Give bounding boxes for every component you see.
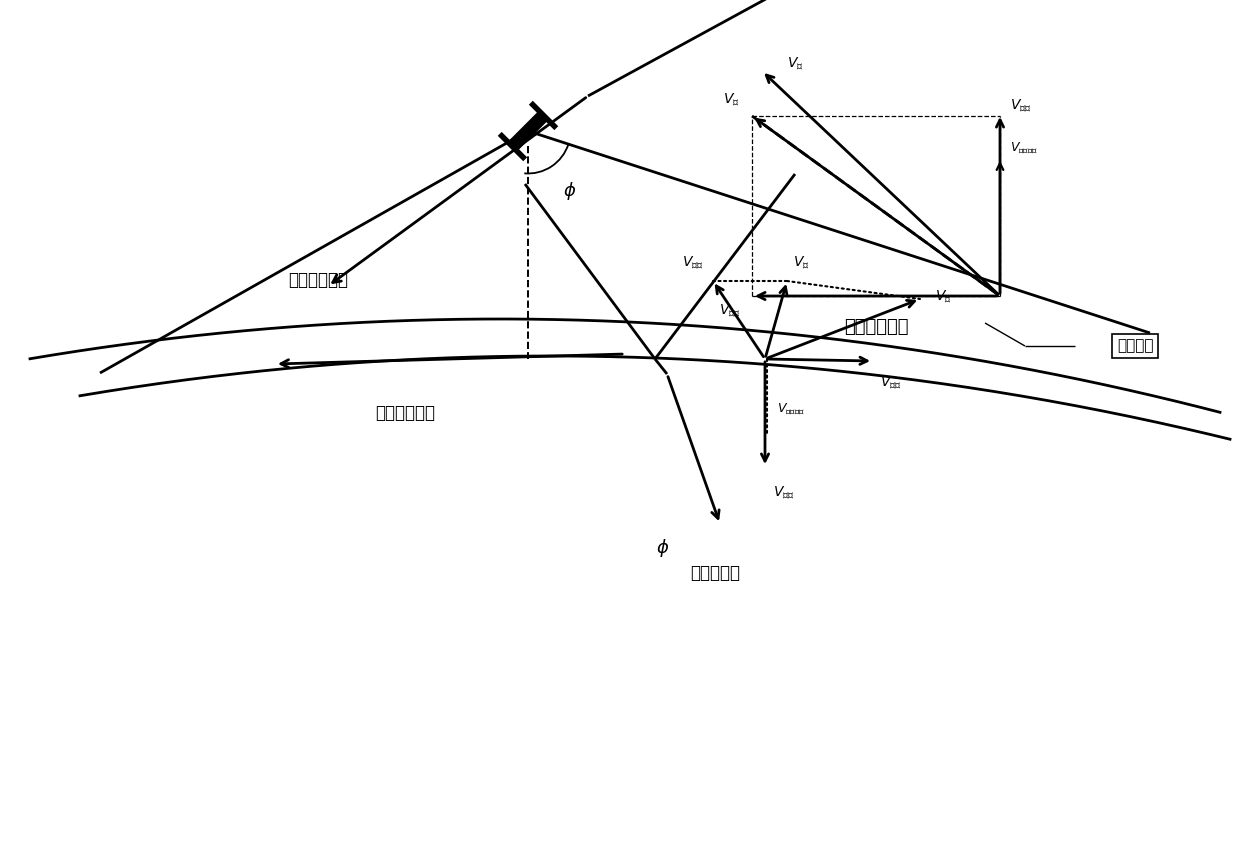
- Text: 物面平面: 物面平面: [1117, 339, 1153, 353]
- Text: $V_{\rm 卫星}$: $V_{\rm 卫星}$: [719, 302, 740, 318]
- Text: $V_{\rm 卫星}$: $V_{\rm 卫星}$: [682, 254, 703, 271]
- Text: $V_{\rm 卫旋}$: $V_{\rm 卫旋}$: [1011, 98, 1032, 114]
- Text: $\phi$: $\phi$: [563, 180, 577, 202]
- Polygon shape: [508, 111, 548, 151]
- Text: 星下点轨迹: 星下点轨迹: [689, 564, 740, 582]
- Text: $V_{\rm 合}$: $V_{\rm 合}$: [794, 254, 810, 271]
- Text: $\phi$: $\phi$: [656, 537, 670, 559]
- Text: $V_{\rm 物}$: $V_{\rm 物}$: [787, 55, 804, 72]
- Text: 卫星旋转方向: 卫星旋转方向: [374, 404, 435, 422]
- Text: 物面矢量合成: 物面矢量合成: [843, 318, 908, 336]
- Text: $V_{\rm 物}$: $V_{\rm 物}$: [935, 288, 951, 306]
- Text: $V_{\rm 合}$: $V_{\rm 合}$: [723, 91, 740, 108]
- Text: $V_{\rm 地速投影}$: $V_{\rm 地速投影}$: [777, 401, 805, 416]
- Text: 卫星飞行方向: 卫星飞行方向: [288, 271, 348, 289]
- Text: $V_{\rm 工旋}$: $V_{\rm 工旋}$: [880, 374, 901, 391]
- Text: $V_{\rm 地速投影}$: $V_{\rm 地速投影}$: [1011, 140, 1038, 156]
- Text: $V_{\rm 地球}$: $V_{\rm 地球}$: [773, 484, 795, 500]
